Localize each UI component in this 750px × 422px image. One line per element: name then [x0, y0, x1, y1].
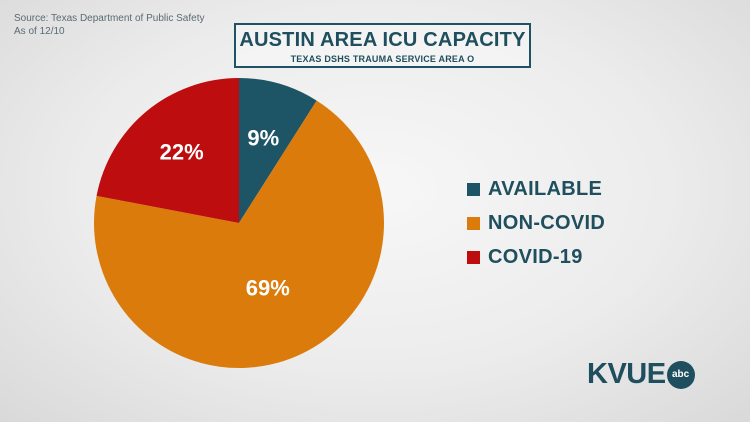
- legend-label-available: AVAILABLE: [488, 177, 603, 200]
- data-label-covid-19: 22%: [160, 140, 204, 165]
- kvue-wordmark: KVUE: [587, 358, 666, 390]
- legend: AVAILABLE NON-COVID COVID-19: [467, 172, 605, 274]
- as-of-date: As of 12/10: [14, 26, 65, 37]
- chart-subtitle: TEXAS DSHS TRAUMA SERVICE AREA O: [290, 54, 475, 64]
- legend-label-non-covid: NON-COVID: [488, 211, 606, 234]
- data-label-non-covid: 69%: [246, 275, 290, 300]
- legend-item-covid-19: COVID-19: [467, 240, 605, 274]
- title-box: AUSTIN AREA ICU CAPACITY TEXAS DSHS TRAU…: [234, 23, 531, 68]
- chart-title: AUSTIN AREA ICU CAPACITY: [239, 29, 526, 51]
- kvue-logo: KVUE abc: [587, 358, 695, 391]
- legend-swatch-available: [467, 182, 480, 196]
- source-line: Source: Texas Department of Public Safet…: [14, 13, 205, 24]
- legend-item-non-covid: NON-COVID: [467, 206, 605, 240]
- pie-slice-covid-19: [96, 77, 239, 223]
- legend-swatch-covid-19: [467, 250, 480, 264]
- pie-slice-available: [239, 78, 317, 223]
- legend-swatch-non-covid: [467, 216, 480, 230]
- abc-badge: abc: [666, 360, 695, 389]
- pie-slice-non-covid: [94, 100, 384, 368]
- legend-item-available: AVAILABLE: [467, 172, 605, 206]
- data-label-available: 9%: [247, 125, 279, 150]
- source-note: Source: Texas Department of Public Safet…: [14, 12, 204, 38]
- legend-label-covid-19: COVID-19: [488, 245, 583, 268]
